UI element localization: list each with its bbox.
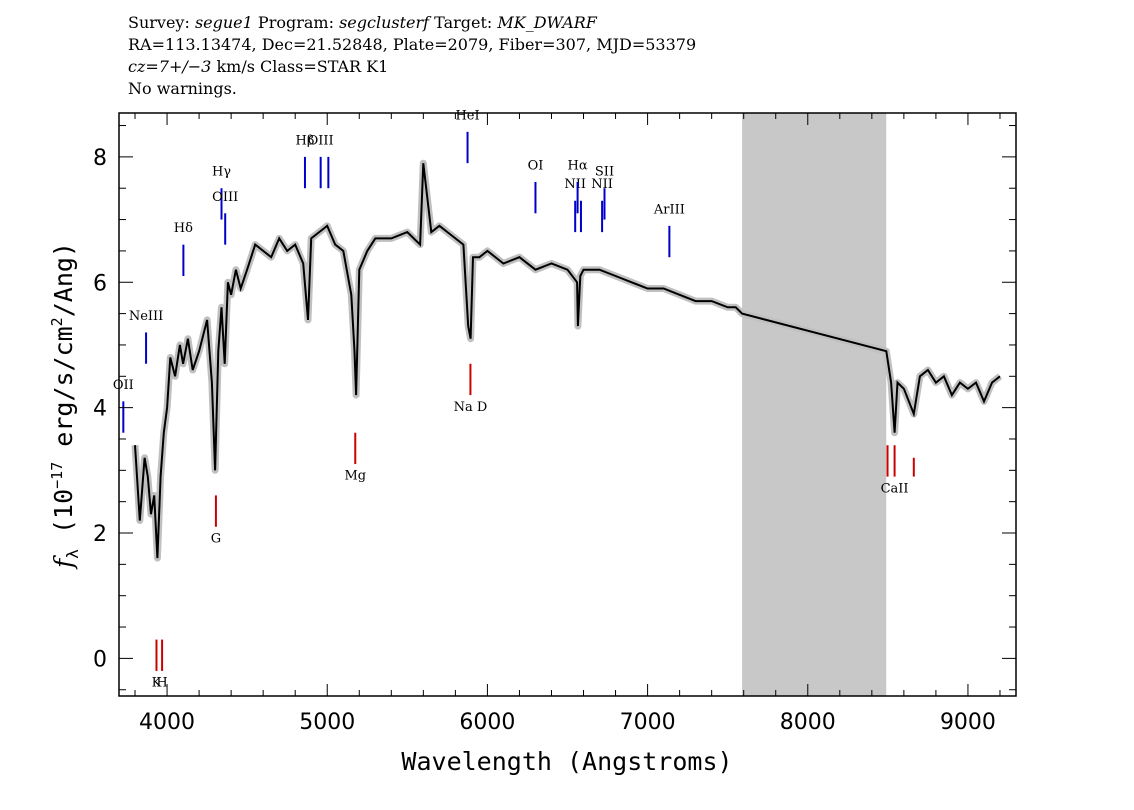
y-axis-lambda: λ: [63, 549, 82, 559]
masked-region: [742, 113, 887, 696]
y-axis-exp2: 2: [48, 317, 66, 326]
plot-frame: [118, 112, 1017, 697]
y-tick-label: 0: [93, 647, 107, 672]
x-tick-label: 4000: [139, 710, 195, 735]
class-value: km/s Class=STAR K1: [211, 57, 389, 76]
program-label: Program:: [257, 13, 334, 32]
y-axis-unit: erg/s/cm: [49, 326, 78, 461]
emission-label-15: ArIII: [653, 202, 685, 217]
header-line-warnings: No warnings.: [128, 79, 237, 98]
survey-label: Survey:: [128, 13, 190, 32]
emission-label-11: Hα: [568, 158, 588, 173]
absorption-label-3: Mg: [344, 469, 366, 484]
y-tick-label: 2: [93, 522, 107, 547]
target-value: MK_DWARF: [497, 13, 597, 32]
emission-label-10: NII: [564, 177, 586, 192]
target-label: Target:: [434, 13, 493, 32]
emission-label-0: OII: [113, 378, 134, 393]
y-axis-end: /Ang): [49, 242, 78, 317]
spectrum-header: Survey: segue1 Program: segclusterf Targ…: [128, 12, 696, 100]
y-tick-label: 6: [93, 271, 107, 296]
y-axis-title: fλ (10−17 erg/s/cm2/Ang): [48, 242, 82, 570]
program-value: segclusterf: [339, 13, 430, 32]
y-axis-rest: (10: [49, 489, 78, 549]
x-tick-label: 6000: [459, 710, 515, 735]
emission-label-13: NII: [591, 177, 613, 192]
cz-value: cz=7+/−3: [128, 57, 212, 76]
spectrum-line: [134, 163, 1001, 559]
emission-label-5: Hβ: [296, 133, 315, 148]
absorption-label-6: CaII: [881, 481, 909, 496]
x-tick-label: 9000: [940, 710, 996, 735]
absorption-label-2: G: [211, 531, 221, 546]
emission-label-6: OIII: [308, 133, 334, 148]
x-tick-label: 8000: [780, 710, 836, 735]
y-axis-exp: −17: [48, 462, 66, 489]
y-axis-f: f: [49, 555, 78, 570]
y-tick-label: 8: [93, 146, 107, 171]
emission-label-9: OI: [528, 158, 544, 173]
header-line-coords: RA=113.13474, Dec=21.52848, Plate=2079, …: [128, 35, 697, 54]
survey-value: segue1: [194, 13, 253, 32]
emission-label-8: HeI: [455, 108, 479, 123]
emission-label-1: NeIII: [129, 309, 163, 324]
header-line-redshift: cz=7+/−3 km/s Class=STAR K1: [128, 56, 696, 78]
absorption-label-1: H: [156, 676, 167, 691]
absorption-label-0: K: [152, 676, 162, 691]
x-tick-label: 5000: [299, 710, 355, 735]
emission-label-2: Hδ: [174, 221, 193, 236]
emission-label-3: Hγ: [212, 165, 231, 180]
y-tick-label: 4: [93, 397, 107, 422]
emission-label-4: OIII: [212, 190, 238, 205]
x-axis-title: Wavelength (Angstroms): [401, 747, 732, 776]
absorption-label-4: Na D: [454, 400, 488, 415]
x-tick-label: 7000: [620, 710, 676, 735]
header-line-survey: Survey: segue1 Program: segclusterf Targ…: [128, 12, 696, 34]
emission-label-14: SII: [595, 165, 614, 180]
